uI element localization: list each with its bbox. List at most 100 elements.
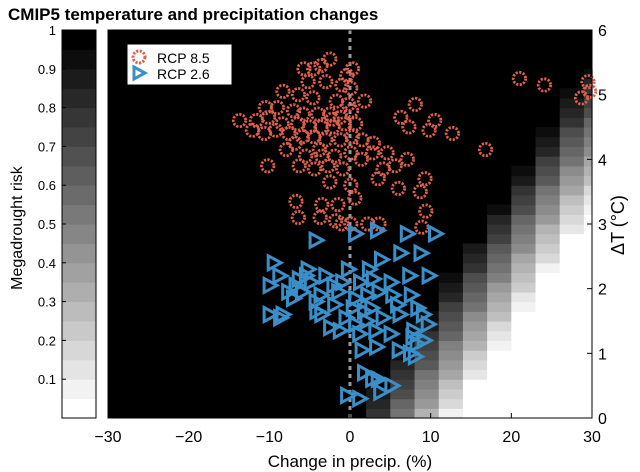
heatmap-cell bbox=[559, 185, 585, 196]
heatmap-cell bbox=[535, 175, 561, 186]
heatmap-cell bbox=[511, 185, 537, 196]
rcp85-point bbox=[344, 61, 360, 77]
heatmap-cell bbox=[583, 185, 593, 196]
heatmap-cell bbox=[583, 408, 593, 419]
heatmap-cell bbox=[487, 233, 512, 244]
heatmap-cell bbox=[583, 224, 593, 235]
heatmap-cell bbox=[559, 408, 585, 419]
rcp26-point bbox=[428, 224, 446, 244]
heatmap-cell bbox=[535, 243, 561, 254]
heatmap-cell bbox=[583, 330, 593, 341]
left-axis-label: Megadrought risk bbox=[9, 165, 26, 290]
heatmap-cell bbox=[438, 408, 464, 419]
rcp26-point bbox=[383, 324, 402, 344]
heatmap-cell bbox=[462, 388, 488, 400]
heatmap-cell bbox=[438, 311, 464, 322]
rcp85-point bbox=[269, 100, 285, 116]
heatmap-cell bbox=[462, 272, 488, 283]
colorbar-band bbox=[62, 321, 96, 341]
heatmap-cell bbox=[559, 359, 585, 371]
rcp85-point bbox=[340, 96, 356, 113]
left-tick-label: 0.3 bbox=[38, 295, 56, 310]
heatmap-cell bbox=[535, 156, 561, 167]
heatmap-cell bbox=[366, 408, 391, 419]
heatmap-cell bbox=[438, 340, 464, 351]
rcp85-point bbox=[334, 77, 350, 93]
rcp85-point bbox=[288, 193, 304, 209]
rcp26-point bbox=[369, 337, 387, 357]
heatmap-cell bbox=[559, 214, 585, 225]
rcp26-point bbox=[340, 385, 358, 405]
rcp85-point bbox=[300, 74, 316, 90]
heatmap-cell bbox=[487, 262, 512, 274]
rcp26-point bbox=[352, 324, 370, 344]
colorbar-band bbox=[62, 146, 96, 167]
heatmap-cell bbox=[438, 330, 464, 341]
rcp85-point bbox=[343, 177, 359, 193]
heatmap-cell bbox=[583, 127, 593, 138]
heatmap-cell bbox=[559, 204, 585, 215]
heatmap-cell bbox=[559, 340, 585, 351]
x-tick-label: −10 bbox=[256, 429, 283, 446]
heatmap-cell bbox=[487, 282, 512, 293]
heatmap-cell bbox=[535, 282, 561, 293]
rcp85-point bbox=[311, 142, 327, 158]
colorbar-band bbox=[62, 224, 96, 244]
rcp26-point bbox=[313, 285, 332, 305]
colorbar bbox=[61, 29, 97, 419]
heatmap-cell bbox=[583, 117, 593, 128]
left-tick-label: 0.1 bbox=[38, 372, 56, 387]
heatmap-cell bbox=[559, 253, 585, 264]
heatmap-cell bbox=[462, 243, 488, 254]
colorbar-band bbox=[62, 340, 96, 361]
rcp26-point bbox=[273, 308, 291, 328]
heatmap-cell bbox=[414, 398, 440, 409]
heatmap-cell bbox=[511, 194, 537, 206]
left-tick-label: 0.9 bbox=[38, 62, 56, 77]
rcp85-point bbox=[231, 112, 248, 129]
rcp85-point bbox=[334, 216, 350, 232]
rcp26-point bbox=[383, 272, 402, 292]
heatmap-cell bbox=[462, 282, 488, 293]
colorbar-band bbox=[62, 301, 96, 322]
heatmap-cell bbox=[559, 233, 585, 244]
rcp85-point bbox=[322, 51, 338, 67]
heatmap-cell bbox=[511, 388, 537, 400]
rcp85-point bbox=[511, 70, 528, 87]
heatmap-cell bbox=[535, 369, 561, 380]
heatmap-cell bbox=[487, 379, 512, 390]
heatmap-cell bbox=[535, 233, 561, 244]
rcp85-point bbox=[353, 151, 369, 167]
left-tick-label: 0.8 bbox=[38, 101, 56, 116]
rcp85-point bbox=[347, 190, 363, 206]
rcp26-point bbox=[348, 224, 366, 244]
heatmap-cell bbox=[462, 330, 488, 341]
heatmap-cell bbox=[511, 379, 537, 390]
rcp85-point bbox=[343, 216, 359, 232]
heatmap-cell bbox=[559, 301, 585, 312]
heatmap-cell bbox=[535, 253, 561, 264]
rcp85-point bbox=[414, 219, 430, 235]
rcp26-point bbox=[360, 285, 378, 305]
heatmap-cell bbox=[462, 321, 488, 332]
rcp26-point bbox=[391, 340, 410, 360]
heatmap-cell bbox=[438, 350, 464, 361]
heatmap-cell bbox=[559, 282, 585, 293]
colorbar-band bbox=[62, 30, 96, 50]
heatmap-cell bbox=[487, 253, 512, 264]
heatmap-cell bbox=[511, 291, 537, 303]
heatmap-cell bbox=[390, 388, 416, 400]
heatmap-cell bbox=[559, 272, 585, 283]
rcp85-point bbox=[379, 145, 395, 161]
heatmap-cell bbox=[535, 291, 561, 303]
left-tick-label: 0.6 bbox=[38, 178, 56, 193]
heatmap-cell bbox=[462, 398, 488, 409]
heatmap-cell bbox=[583, 388, 593, 400]
rcp85-point bbox=[364, 145, 381, 161]
colorbar-band bbox=[62, 68, 96, 89]
heatmap-cell bbox=[414, 330, 440, 341]
heatmap-cell bbox=[583, 282, 593, 293]
heatmap-cell bbox=[511, 350, 537, 361]
colorbar-band bbox=[62, 398, 96, 419]
right-tick-label: 2 bbox=[598, 282, 607, 299]
